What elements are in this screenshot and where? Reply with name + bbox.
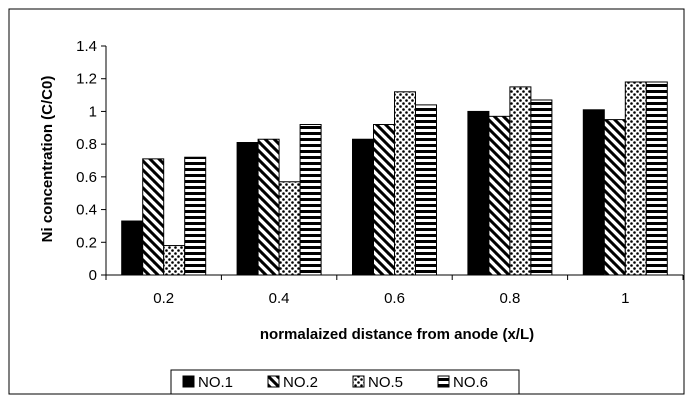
y-tick-label: 0.4 — [76, 202, 97, 219]
bar-no5-0.8 — [509, 86, 532, 276]
bar-no2-0.6 — [373, 124, 395, 276]
bar-no6-0.4 — [299, 124, 322, 276]
legend-label: NO.1 — [198, 374, 233, 391]
y-tick-label: 1 — [89, 103, 97, 120]
x-tick-label: 1 — [621, 290, 629, 307]
x-axis-title: normalaized distance from anode (x/L) — [260, 326, 534, 343]
legend-label: NO.2 — [283, 374, 318, 391]
bar-no2-0.2 — [142, 158, 165, 276]
legend-swatch — [352, 375, 365, 388]
bar-no2-0.4 — [257, 138, 280, 276]
x-tick-label: 0.2 — [153, 290, 174, 307]
legend-swatch — [437, 375, 450, 388]
x-tick-label: 0.4 — [269, 290, 290, 307]
x-axis: 0.2 0.4 0.6 0.8 1 — [105, 274, 684, 307]
y-axis: 0 0.2 0.4 0.6 0.8 1 1.2 1.4 — [76, 38, 107, 284]
bar-no1-0.4 — [236, 142, 259, 276]
plot-area — [121, 81, 668, 276]
legend-swatch — [182, 375, 195, 388]
bar-no6-0.6 — [415, 104, 437, 276]
legend-swatch — [267, 375, 280, 388]
bar-no6-0.8 — [530, 99, 553, 276]
y-tick-label: 0.6 — [76, 169, 97, 186]
bar-no2-1 — [603, 119, 626, 276]
bar-no2-0.8 — [488, 115, 511, 276]
x-tick-label: 0.6 — [384, 290, 405, 307]
bar-no1-0.8 — [467, 110, 490, 276]
bar-no5-0.4 — [278, 181, 301, 276]
y-tick-label: 1.2 — [76, 71, 97, 88]
bar-no6-1 — [645, 81, 668, 276]
legend: NO.1 NO.2 NO.5 NO.6 — [170, 369, 520, 395]
x-tick-label: 0.8 — [499, 290, 520, 307]
bar-no5-0.2 — [163, 245, 186, 276]
y-tick-label: 0.8 — [76, 136, 97, 153]
y-tick-label: 0 — [89, 267, 97, 284]
bar-no5-1 — [624, 81, 647, 276]
bar-no5-0.6 — [394, 91, 416, 276]
y-tick-label: 0.2 — [76, 234, 97, 251]
legend-label: NO.5 — [368, 374, 403, 391]
bar-no1-1 — [582, 109, 605, 276]
y-tick-label: 1.4 — [76, 38, 97, 55]
bar-no1-0.2 — [121, 220, 144, 276]
legend-box — [170, 369, 520, 395]
legend-label: NO.6 — [453, 374, 488, 391]
bar-no6-0.2 — [184, 156, 207, 276]
y-axis-title: Ni concentration (C/C0) — [39, 76, 56, 243]
bar-no1-0.6 — [352, 138, 374, 276]
